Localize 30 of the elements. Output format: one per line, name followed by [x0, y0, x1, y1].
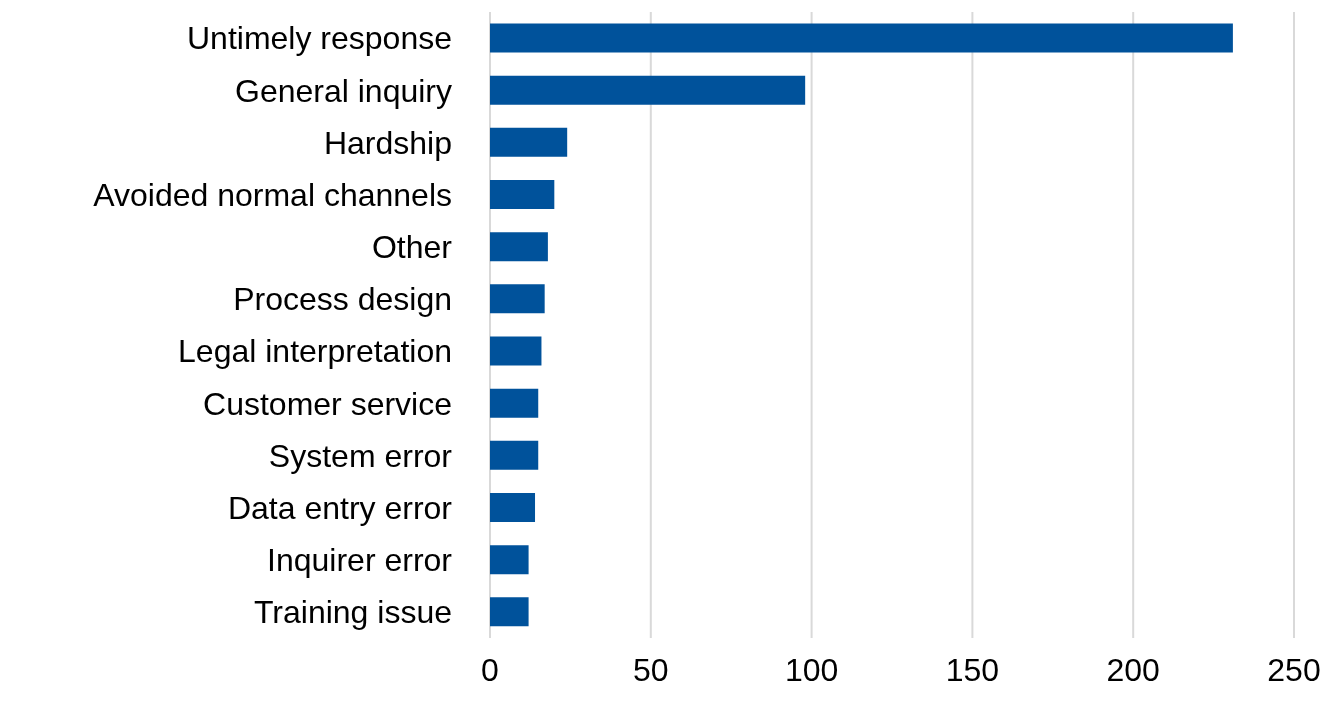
bar: [490, 388, 539, 418]
y-tick-label: Data entry error: [227, 489, 453, 526]
x-tick-label: 150: [945, 651, 1000, 688]
bar: [490, 127, 568, 157]
bar: [490, 179, 555, 209]
bar: [490, 597, 529, 627]
y-tick-label: Process design: [233, 281, 452, 318]
bar: [490, 23, 1233, 53]
y-tick-label: Training issue: [253, 594, 452, 631]
y-tick-label: Inquirer error: [267, 542, 453, 579]
y-tick-label: Legal interpretation: [178, 333, 452, 370]
y-tick-label: Avoided normal channels: [93, 176, 452, 213]
x-tick-label: 250: [1267, 651, 1321, 688]
x-tick-label: 100: [784, 651, 839, 688]
x-tick-label: 0: [481, 651, 499, 688]
y-tick-label: Customer service: [203, 385, 452, 422]
bar: [490, 232, 548, 262]
y-tick-label: Untimely response: [187, 20, 452, 57]
y-tick-label: General inquiry: [235, 72, 452, 109]
bar: [490, 75, 806, 105]
y-tick-label: Hardship: [323, 124, 452, 161]
bar: [490, 492, 536, 522]
bar: [490, 545, 529, 575]
bar: [490, 284, 545, 314]
x-tick-label: 50: [633, 651, 669, 688]
x-tick-label: 200: [1106, 651, 1160, 688]
y-tick-label: System error: [268, 437, 453, 474]
bar: [490, 336, 542, 366]
y-tick-label: Other: [371, 229, 453, 266]
bar: [490, 440, 539, 470]
